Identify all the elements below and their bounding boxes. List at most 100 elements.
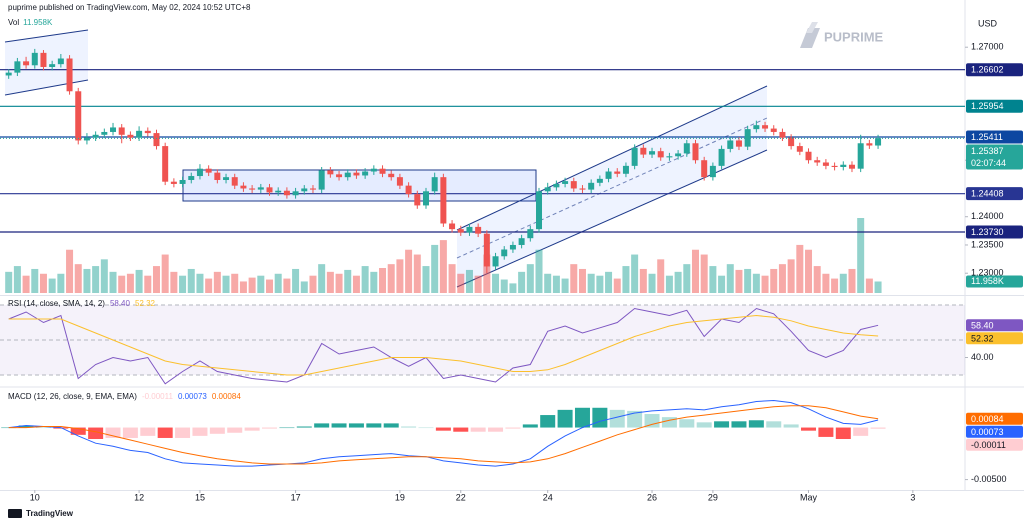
volume-bar (205, 278, 213, 293)
volume-bar (370, 271, 378, 293)
macd-histogram-bar (557, 409, 573, 428)
candle-body (848, 164, 855, 169)
volume-bar (57, 273, 65, 293)
x-tick-label: 24 (543, 492, 553, 502)
macd-histogram-bar (105, 427, 121, 438)
candle-body (353, 172, 360, 176)
macd-histogram-bar (801, 427, 817, 431)
volume-bar (274, 273, 282, 293)
volume-bar (709, 266, 717, 293)
channel-midline (456, 117, 768, 259)
rsi-line (8, 314, 879, 376)
volume-bar (48, 278, 56, 293)
x-tick-label: 26 (647, 492, 657, 502)
volume-bar (22, 275, 30, 293)
macd-histogram-bar (314, 423, 330, 428)
macd-histogram-bar (88, 427, 104, 439)
candle-body (788, 137, 795, 147)
volume-bar (300, 281, 308, 293)
volume-bar (92, 266, 100, 293)
macd-histogram-bar (1, 427, 17, 429)
price-label: -0.00011 (971, 440, 1006, 450)
volume-bar (744, 268, 752, 293)
macd-histogram-bar (522, 424, 538, 428)
candle-body (440, 177, 447, 224)
candle-body (657, 151, 664, 158)
candle-body (196, 168, 203, 177)
candle-body (796, 146, 803, 152)
candle-body (214, 172, 221, 180)
volume-bar (544, 273, 552, 293)
candle-body (118, 127, 125, 135)
volume-bar (239, 281, 247, 293)
macd-histogram-bar (262, 427, 278, 429)
candle-body (344, 172, 351, 178)
candle-body (266, 187, 273, 193)
candle-body (822, 162, 829, 166)
volume-bar (248, 277, 256, 293)
candle-body (223, 177, 230, 180)
candle-body (414, 194, 421, 206)
volume-bar (605, 271, 613, 293)
candle-body (614, 171, 621, 174)
volume-bar (39, 273, 47, 293)
volume-bar (552, 275, 560, 293)
volume-bar (570, 264, 578, 293)
candle-body (188, 176, 195, 180)
candle-body (83, 137, 90, 141)
volume-bar (213, 271, 221, 293)
candle-body (483, 233, 490, 267)
y-tick-label: 1.23000 (971, 268, 1004, 278)
candle-body (692, 143, 699, 161)
volume-bar (396, 259, 404, 293)
macd-histogram-bar (696, 422, 712, 428)
candle-body (457, 229, 464, 233)
price-label-bg (966, 130, 1023, 144)
candle-body (144, 130, 151, 134)
candle-body (805, 151, 812, 161)
price-label-bg (966, 319, 1023, 332)
macd-histogram-bar (714, 421, 730, 428)
volume-bar (874, 281, 882, 293)
indicator-value: 58.40 (110, 299, 131, 308)
volume-bar (161, 254, 169, 293)
volume-bar (657, 259, 665, 293)
volume-bar (352, 275, 360, 293)
volume-bar (509, 283, 517, 293)
candle-body (257, 187, 264, 190)
price-label-bg (966, 99, 1023, 113)
candle-body (449, 223, 456, 230)
volume-bar (344, 269, 352, 293)
volume-bar (318, 264, 326, 293)
macd-histogram-bar (853, 427, 869, 436)
candle-body (292, 191, 299, 196)
price-label: 1.25411 (971, 132, 1003, 142)
volume-bar (726, 264, 734, 293)
volume-bar (500, 279, 508, 293)
volume-bar (483, 254, 491, 293)
volume-bar (361, 266, 369, 293)
volume-bar (518, 271, 526, 293)
candle-body (136, 130, 143, 138)
candle-body (544, 187, 551, 192)
volume-bar (770, 268, 778, 293)
volume-bar (135, 269, 143, 293)
macd-histogram-bar (18, 425, 34, 428)
price-label-bg (966, 425, 1023, 438)
indicator-value: -0.00011 (142, 392, 174, 401)
volume-bar (778, 264, 786, 293)
macd-histogram-bar (679, 419, 695, 428)
price-label: 0.00073 (971, 427, 1004, 437)
y-tick-label: 1.23500 (971, 239, 1004, 249)
footer-icon (8, 509, 22, 518)
price-label-bg (966, 412, 1023, 425)
candle-body (718, 148, 725, 166)
price-label-bg (966, 438, 1023, 451)
volume-bar (813, 266, 821, 293)
candle-body (518, 238, 525, 245)
channel-line (456, 85, 768, 231)
volume-bar (796, 244, 804, 293)
candle-body (570, 181, 577, 189)
candle-body (5, 72, 12, 76)
